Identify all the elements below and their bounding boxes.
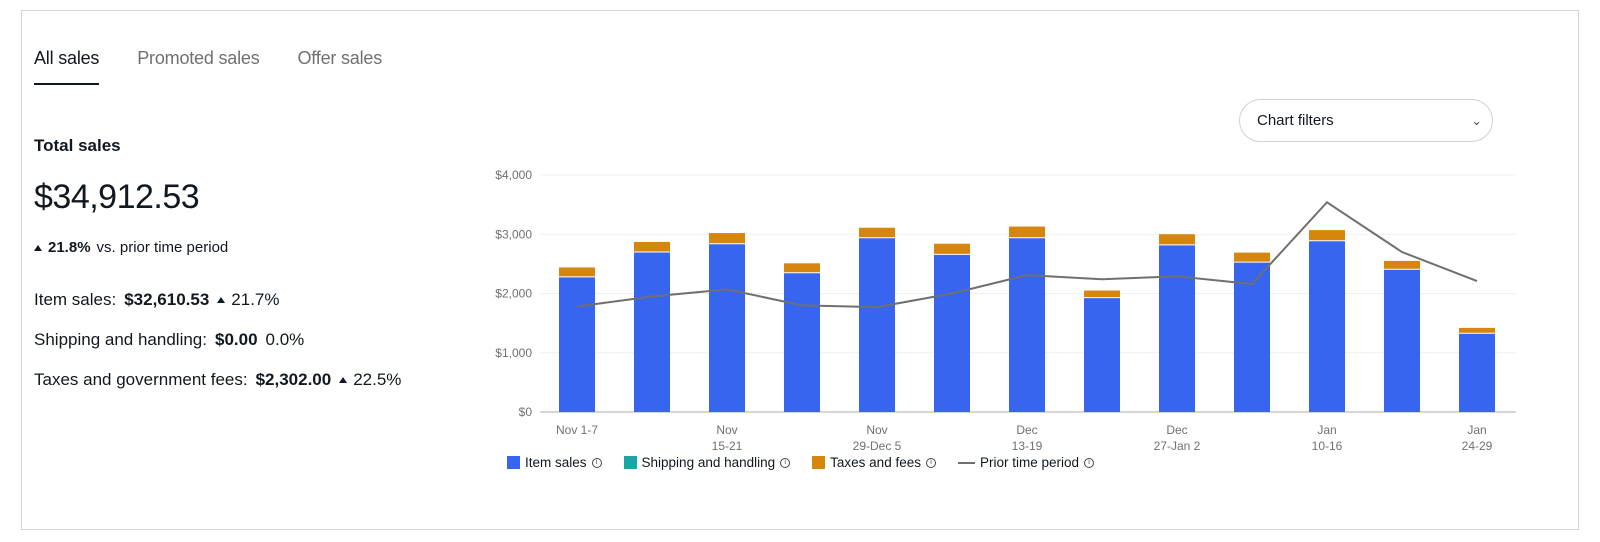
info-icon[interactable]: i — [1084, 457, 1095, 468]
taxes-label: Taxes and government fees: — [34, 370, 248, 389]
tab-promoted-sales[interactable]: Promoted sales — [137, 48, 260, 68]
info-icon[interactable]: i — [780, 457, 791, 468]
bar-taxes — [1309, 230, 1345, 241]
bar-taxes — [634, 241, 670, 253]
x-tick-label: Jan — [1467, 423, 1486, 437]
taxes-metric: Taxes and government fees: $2,302.00 22.… — [34, 370, 401, 390]
prior-period-swatch — [957, 461, 975, 464]
total-change-text: vs. prior time period — [96, 239, 229, 256]
bar-item-sales — [1009, 237, 1045, 412]
legend-shipping[interactable]: Shipping and handling i — [623, 455, 791, 470]
taxes-swatch — [812, 456, 826, 469]
prior-period-line — [576, 200, 1478, 309]
y-tick-label: $2,000 — [495, 287, 532, 301]
total-change-pct: 21.8% — [48, 239, 91, 256]
info-icon[interactable]: i — [591, 457, 602, 468]
bar-taxes — [859, 227, 895, 238]
x-tick-label: Dec — [1166, 423, 1187, 437]
bar-taxes — [1084, 290, 1120, 298]
legend-item-sales-label: Item sales — [525, 455, 587, 470]
bar-item-sales — [709, 243, 745, 412]
bar-item-sales — [1384, 269, 1420, 412]
y-tick-label: $1,000 — [495, 346, 532, 360]
legend-item-sales[interactable]: Item sales i — [507, 455, 602, 470]
x-tick-label: 27-Jan 2 — [1154, 439, 1201, 453]
y-tick-label: $4,000 — [495, 168, 532, 182]
sales-summary: Total sales $34,912.53 21.8% vs. prior t… — [34, 136, 401, 390]
shipping-change: 0.0% — [265, 330, 305, 349]
x-tick-label: 15-21 — [712, 439, 743, 453]
legend-taxes-label: Taxes and fees — [830, 455, 921, 470]
bar-item-sales — [634, 252, 670, 412]
item-sales-metric: Item sales: $32,610.53 21.7% — [34, 290, 401, 310]
item-sales-change: 21.7% — [231, 290, 280, 309]
y-tick-label: $3,000 — [495, 227, 532, 241]
chart-filters-dropdown[interactable]: Chart filters ⌄ — [1239, 99, 1493, 142]
bar-taxes — [559, 267, 595, 277]
bar-taxes — [1159, 234, 1195, 245]
bar-item-sales — [859, 237, 895, 412]
bar-taxes — [934, 243, 970, 255]
item-sales-swatch — [507, 456, 520, 469]
bar-item-sales — [1459, 333, 1495, 412]
taxes-value: $2,302.00 — [255, 370, 332, 389]
bar-item-sales — [934, 254, 970, 412]
up-arrow-icon — [339, 377, 348, 383]
bar-item-sales — [784, 272, 820, 412]
total-sales-value: $34,912.53 — [34, 178, 200, 216]
info-icon[interactable]: i — [925, 457, 936, 468]
x-tick-label: Nov — [716, 423, 737, 437]
legend-prior-period[interactable]: Prior time period i — [957, 455, 1095, 470]
bar-taxes — [709, 233, 745, 244]
x-tick-label: 10-16 — [1312, 439, 1343, 453]
legend-shipping-label: Shipping and handling — [641, 455, 776, 470]
summary-title: Total sales — [34, 136, 121, 155]
sales-tabs: All sales Promoted sales Offer sales — [34, 48, 420, 85]
x-tick-label: 13-19 — [1012, 439, 1043, 453]
bar-taxes — [1009, 226, 1045, 238]
total-change: 21.8% vs. prior time period — [34, 239, 401, 256]
shipping-value: $0.00 — [214, 330, 258, 349]
bar-item-sales — [1234, 262, 1270, 412]
bar-taxes — [1459, 327, 1495, 334]
chevron-down-icon: ⌄ — [1471, 113, 1482, 128]
up-arrow-icon — [34, 244, 42, 251]
chart-legend: Item sales i Shipping and handling i Tax… — [507, 455, 1116, 470]
item-sales-label: Item sales: — [34, 290, 117, 309]
y-tick-label: $0 — [519, 405, 533, 419]
sales-chart: $0 $1,000 $2,000 $3,000 $4,000 Nov 1-7 Nov 15-2… — [495, 168, 1516, 453]
bar-item-sales — [1159, 244, 1195, 412]
bar-item-sales — [559, 276, 595, 412]
tab-all-sales[interactable]: All sales — [34, 48, 99, 85]
bar-taxes — [784, 263, 820, 273]
x-tick-label: Nov 1-7 — [556, 423, 598, 437]
legend-taxes[interactable]: Taxes and fees i — [812, 455, 936, 470]
x-tick-label: Nov — [866, 423, 887, 437]
bar-taxes — [1234, 252, 1270, 263]
bar-item-sales — [1084, 297, 1120, 412]
bar-taxes — [1384, 260, 1420, 270]
bar-item-sales — [1309, 240, 1345, 412]
item-sales-value: $32,610.53 — [124, 290, 210, 309]
tab-offer-sales[interactable]: Offer sales — [297, 48, 383, 68]
shipping-label: Shipping and handling: — [34, 330, 207, 349]
legend-prior-label: Prior time period — [979, 455, 1080, 470]
x-tick-label: 29-Dec 5 — [853, 439, 902, 453]
shipping-swatch — [623, 456, 637, 469]
up-arrow-icon — [217, 297, 226, 303]
chart-filters-label: Chart filters — [1257, 112, 1334, 129]
x-tick-label: Jan — [1317, 423, 1336, 437]
x-tick-label: Dec — [1016, 423, 1037, 437]
x-tick-label: 24-29 — [1462, 439, 1493, 453]
taxes-change: 22.5% — [353, 370, 402, 389]
shipping-metric: Shipping and handling: $0.00 0.0% — [34, 330, 401, 350]
